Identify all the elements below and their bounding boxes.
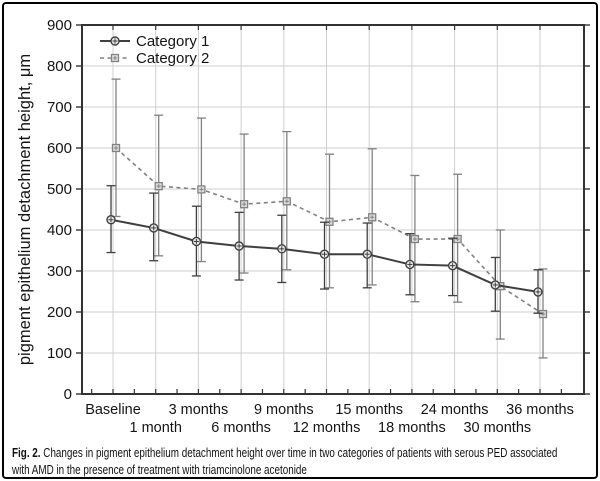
figure-caption: Fig. 2. Changes in pigment epithelium de… xyxy=(12,444,559,478)
x-tick-label: 18 months xyxy=(378,420,446,436)
x-tick-label: 24 months xyxy=(421,402,489,418)
legend-label: Category 1 xyxy=(136,33,209,50)
y-tick-label: 200 xyxy=(47,304,72,321)
x-tick-label: 15 months xyxy=(335,402,403,418)
legend-label: Category 2 xyxy=(136,50,209,67)
x-tick-label: 3 months xyxy=(169,402,229,418)
caption-label: Fig. 2. xyxy=(12,445,41,460)
x-tick-label: 30 months xyxy=(463,420,531,436)
y-tick-label: 0 xyxy=(64,386,72,403)
caption-text: Changes in pigment epithelium detachment… xyxy=(43,445,558,460)
y-tick-label: 700 xyxy=(47,99,72,116)
line-chart: 0 100 200 300 400 500 600 700 800 900 Baseline 1 mo… xyxy=(16,17,590,436)
x-tick-label: 1 month xyxy=(129,420,181,436)
caption-line-1: Fig. 2. Changes in pigment epithelium de… xyxy=(12,444,559,461)
x-tick-label: 6 months xyxy=(211,420,271,436)
y-tick-label: 300 xyxy=(47,263,72,280)
x-tick-label: Baseline xyxy=(85,402,141,418)
x-tick-label: 9 months xyxy=(254,402,314,418)
y-tick-label: 100 xyxy=(47,345,72,362)
caption-text-2: with AMD in the presence of treatment wi… xyxy=(12,462,307,477)
y-tick-label: 800 xyxy=(47,58,72,75)
caption-line-2: with AMD in the presence of treatment wi… xyxy=(12,461,559,478)
x-tick-label: 12 months xyxy=(293,420,361,436)
y-tick-label: 400 xyxy=(47,222,72,239)
y-tick-label: 600 xyxy=(47,140,72,157)
x-tick-label: 36 months xyxy=(506,402,574,418)
axis-frame xyxy=(81,24,585,395)
y-tick-label: 900 xyxy=(47,17,72,34)
y-axis-title: pigment epithelium detachment height, μm xyxy=(16,54,34,365)
y-tick-label: 500 xyxy=(47,181,72,198)
